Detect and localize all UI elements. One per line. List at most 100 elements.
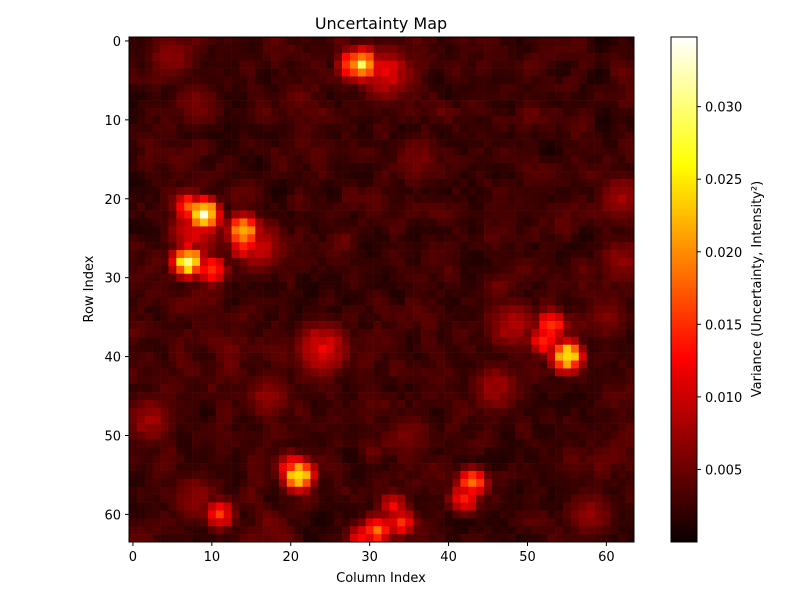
heatmap-cell	[484, 502, 493, 511]
heatmap-cell	[357, 52, 367, 61]
heatmap-cell	[326, 478, 335, 488]
heatmap-cell	[626, 447, 635, 456]
heatmap-cell	[578, 392, 587, 401]
heatmap-cell	[318, 376, 327, 385]
heatmap-cell	[294, 115, 303, 125]
heatmap-cell	[602, 486, 611, 495]
heatmap-cell	[184, 60, 193, 69]
plot-frame	[128, 36, 635, 543]
heatmap-cell	[349, 510, 359, 519]
heatmap-cell	[405, 455, 414, 464]
heatmap-cell	[468, 147, 477, 156]
heatmap-cell	[594, 37, 603, 46]
heatmap-cell	[397, 494, 406, 503]
heatmap-cell	[136, 305, 146, 314]
heatmap-cell	[247, 242, 256, 251]
heatmap-cell	[444, 226, 453, 235]
heatmap-cell	[302, 494, 311, 503]
heatmap-cell	[570, 60, 580, 69]
heatmap-cell	[381, 273, 390, 282]
heatmap-cell	[349, 360, 359, 369]
heatmap-cell	[476, 534, 485, 543]
heatmap-cell	[460, 194, 469, 203]
heatmap-cell	[610, 313, 619, 322]
heatmap-cell	[152, 100, 161, 109]
heatmap-cell	[239, 352, 248, 361]
heatmap-cell	[468, 250, 477, 259]
heatmap-cell	[484, 226, 493, 235]
heatmap-cell	[578, 455, 587, 464]
heatmap-cell	[255, 44, 264, 54]
heatmap-cell	[184, 321, 193, 330]
heatmap-cell	[452, 44, 461, 54]
heatmap-cell	[491, 423, 501, 432]
heatmap-cell	[176, 52, 185, 61]
heatmap-cell	[428, 44, 438, 54]
heatmap-cell	[239, 415, 248, 424]
heatmap-cell	[610, 44, 619, 54]
heatmap-cell	[294, 194, 303, 203]
heatmap-cell	[357, 352, 367, 361]
heatmap-cell	[263, 328, 272, 338]
heatmap-cell	[460, 478, 469, 488]
heatmap-cell	[499, 202, 509, 211]
heatmap-cell	[349, 463, 359, 472]
heatmap-cell	[381, 163, 390, 172]
heatmap-cell	[594, 226, 603, 235]
heatmap-cell	[168, 407, 177, 417]
heatmap-cell	[326, 328, 335, 338]
heatmap-cell	[247, 463, 256, 472]
heatmap-cell	[413, 321, 422, 330]
heatmap-cell	[547, 494, 556, 503]
heatmap-cell	[444, 234, 453, 243]
heatmap-cell	[247, 76, 256, 85]
heatmap-cell	[152, 68, 161, 77]
heatmap-cell	[491, 108, 501, 117]
heatmap-cell	[318, 226, 327, 235]
heatmap-cell	[436, 360, 445, 369]
heatmap-cell	[444, 186, 453, 196]
heatmap-cell	[326, 415, 335, 424]
heatmap-cell	[231, 60, 240, 69]
heatmap-cell	[247, 399, 256, 409]
heatmap-cell	[255, 100, 264, 109]
heatmap-cell	[365, 297, 374, 306]
heatmap-cell	[594, 399, 603, 409]
heatmap-cell	[618, 297, 627, 306]
heatmap-cell	[302, 242, 311, 251]
heatmap-cell	[626, 242, 635, 251]
heatmap-cell	[626, 439, 635, 448]
heatmap-cell	[491, 139, 501, 148]
heatmap-cell	[491, 328, 501, 338]
heatmap-cell	[200, 100, 209, 109]
heatmap-cell	[184, 455, 193, 464]
heatmap-cell	[452, 115, 461, 125]
heatmap-cell	[215, 502, 224, 511]
heatmap-cell	[247, 100, 256, 109]
heatmap-cell	[200, 352, 209, 361]
heatmap-cell	[539, 163, 548, 172]
heatmap-cell	[397, 502, 406, 511]
heatmap-cell	[342, 336, 351, 346]
heatmap-cell	[484, 321, 493, 330]
heatmap-cell	[507, 305, 516, 314]
heatmap-cell	[136, 44, 146, 54]
heatmap-cell	[302, 439, 311, 448]
heatmap-cell	[602, 265, 611, 275]
heatmap-cell	[144, 218, 153, 227]
heatmap-cell	[578, 313, 587, 322]
heatmap-cell	[200, 84, 209, 93]
heatmap-cell	[452, 155, 461, 164]
heatmap-cell	[136, 289, 146, 298]
heatmap-cell	[547, 502, 556, 511]
heatmap-cell	[192, 194, 201, 203]
heatmap-cell	[594, 305, 603, 314]
heatmap-cell	[476, 281, 485, 290]
heatmap-cell	[602, 360, 611, 369]
heatmap-cell	[278, 344, 288, 353]
heatmap-cell	[539, 463, 548, 472]
heatmap-cell	[129, 344, 138, 353]
heatmap-cell	[334, 131, 343, 140]
heatmap-cell	[136, 297, 146, 306]
heatmap-cell	[373, 115, 382, 125]
